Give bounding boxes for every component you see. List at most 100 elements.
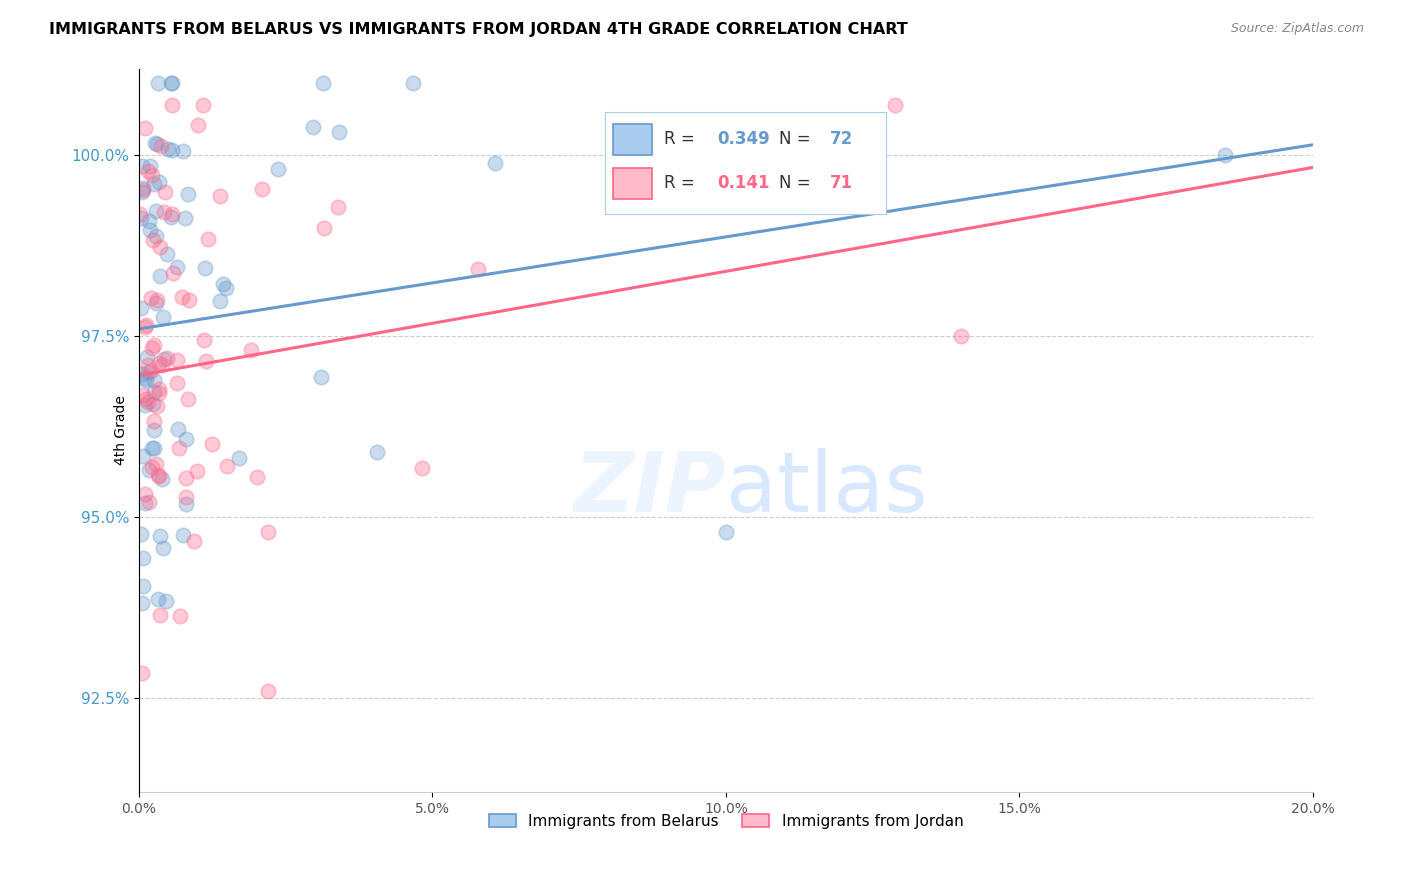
- Point: [135, 392, 157, 407]
- Point: [160, 207, 183, 221]
- Point: [129, 301, 152, 315]
- Point: [131, 367, 153, 381]
- Point: [166, 352, 188, 367]
- Point: [484, 156, 506, 170]
- Point: [131, 185, 153, 199]
- Point: [160, 210, 183, 224]
- Point: [132, 579, 155, 593]
- Point: [169, 609, 191, 624]
- Point: [197, 232, 219, 246]
- Point: [146, 467, 169, 482]
- Point: [183, 534, 205, 549]
- Point: [134, 319, 156, 334]
- Point: [160, 76, 183, 90]
- Point: [208, 189, 231, 203]
- Point: [402, 76, 425, 90]
- Point: [143, 423, 166, 437]
- Point: [174, 490, 197, 504]
- Text: 0.349: 0.349: [717, 130, 770, 148]
- Point: [139, 159, 162, 173]
- Point: [148, 591, 170, 606]
- FancyBboxPatch shape: [613, 124, 652, 154]
- Point: [134, 487, 156, 501]
- Text: 71: 71: [830, 174, 852, 193]
- Point: [266, 161, 288, 176]
- Point: [169, 441, 191, 455]
- Point: [145, 203, 167, 218]
- Point: [138, 463, 160, 477]
- Point: [142, 441, 165, 455]
- Point: [145, 229, 167, 244]
- Point: [149, 807, 172, 822]
- Point: [141, 342, 163, 356]
- Point: [143, 384, 166, 399]
- Point: [141, 460, 163, 475]
- Point: [143, 414, 166, 428]
- Point: [186, 464, 208, 478]
- Text: 72: 72: [830, 130, 853, 148]
- Point: [467, 262, 489, 277]
- Point: [714, 524, 737, 539]
- Point: [201, 437, 224, 451]
- Point: [136, 366, 159, 380]
- Point: [143, 338, 166, 352]
- Point: [148, 468, 170, 483]
- Point: [156, 351, 179, 365]
- Point: [149, 608, 172, 623]
- Point: [129, 797, 152, 811]
- Point: [148, 382, 170, 396]
- Text: N =: N =: [779, 130, 815, 148]
- Point: [411, 461, 433, 475]
- Point: [136, 358, 159, 372]
- Point: [246, 469, 269, 483]
- Point: [366, 445, 388, 459]
- Point: [150, 473, 173, 487]
- Point: [195, 353, 218, 368]
- Point: [173, 211, 195, 225]
- Point: [156, 247, 179, 261]
- Text: 0.141: 0.141: [717, 174, 769, 193]
- Point: [148, 175, 170, 189]
- Point: [176, 497, 198, 511]
- Point: [1213, 148, 1236, 162]
- Point: [209, 294, 232, 309]
- Point: [136, 163, 159, 178]
- Point: [138, 214, 160, 228]
- Point: [162, 267, 184, 281]
- Point: [174, 471, 197, 485]
- Point: [141, 441, 163, 455]
- Point: [172, 527, 194, 541]
- Point: [177, 392, 200, 407]
- Point: [149, 269, 172, 284]
- FancyBboxPatch shape: [613, 168, 652, 199]
- Point: [152, 204, 174, 219]
- Point: [302, 120, 325, 134]
- Point: [162, 76, 184, 90]
- Point: [148, 385, 170, 400]
- Point: [134, 496, 156, 510]
- Point: [170, 290, 193, 304]
- Point: [139, 291, 162, 305]
- Point: [194, 260, 217, 275]
- Point: [187, 118, 209, 132]
- Point: [135, 373, 157, 387]
- Point: [148, 356, 170, 370]
- Point: [312, 221, 335, 235]
- Y-axis label: 4th Grade: 4th Grade: [114, 395, 128, 465]
- Point: [152, 310, 174, 324]
- Point: [143, 136, 166, 151]
- Point: [156, 142, 179, 156]
- Point: [160, 97, 183, 112]
- Point: [240, 343, 263, 358]
- Point: [311, 369, 333, 384]
- Point: [172, 145, 194, 159]
- Point: [228, 450, 250, 465]
- Point: [152, 541, 174, 555]
- Point: [177, 187, 200, 202]
- Point: [142, 233, 165, 247]
- Point: [217, 458, 239, 473]
- Point: [257, 524, 280, 539]
- Text: atlas: atlas: [725, 448, 928, 529]
- Point: [215, 280, 238, 294]
- Point: [145, 457, 167, 471]
